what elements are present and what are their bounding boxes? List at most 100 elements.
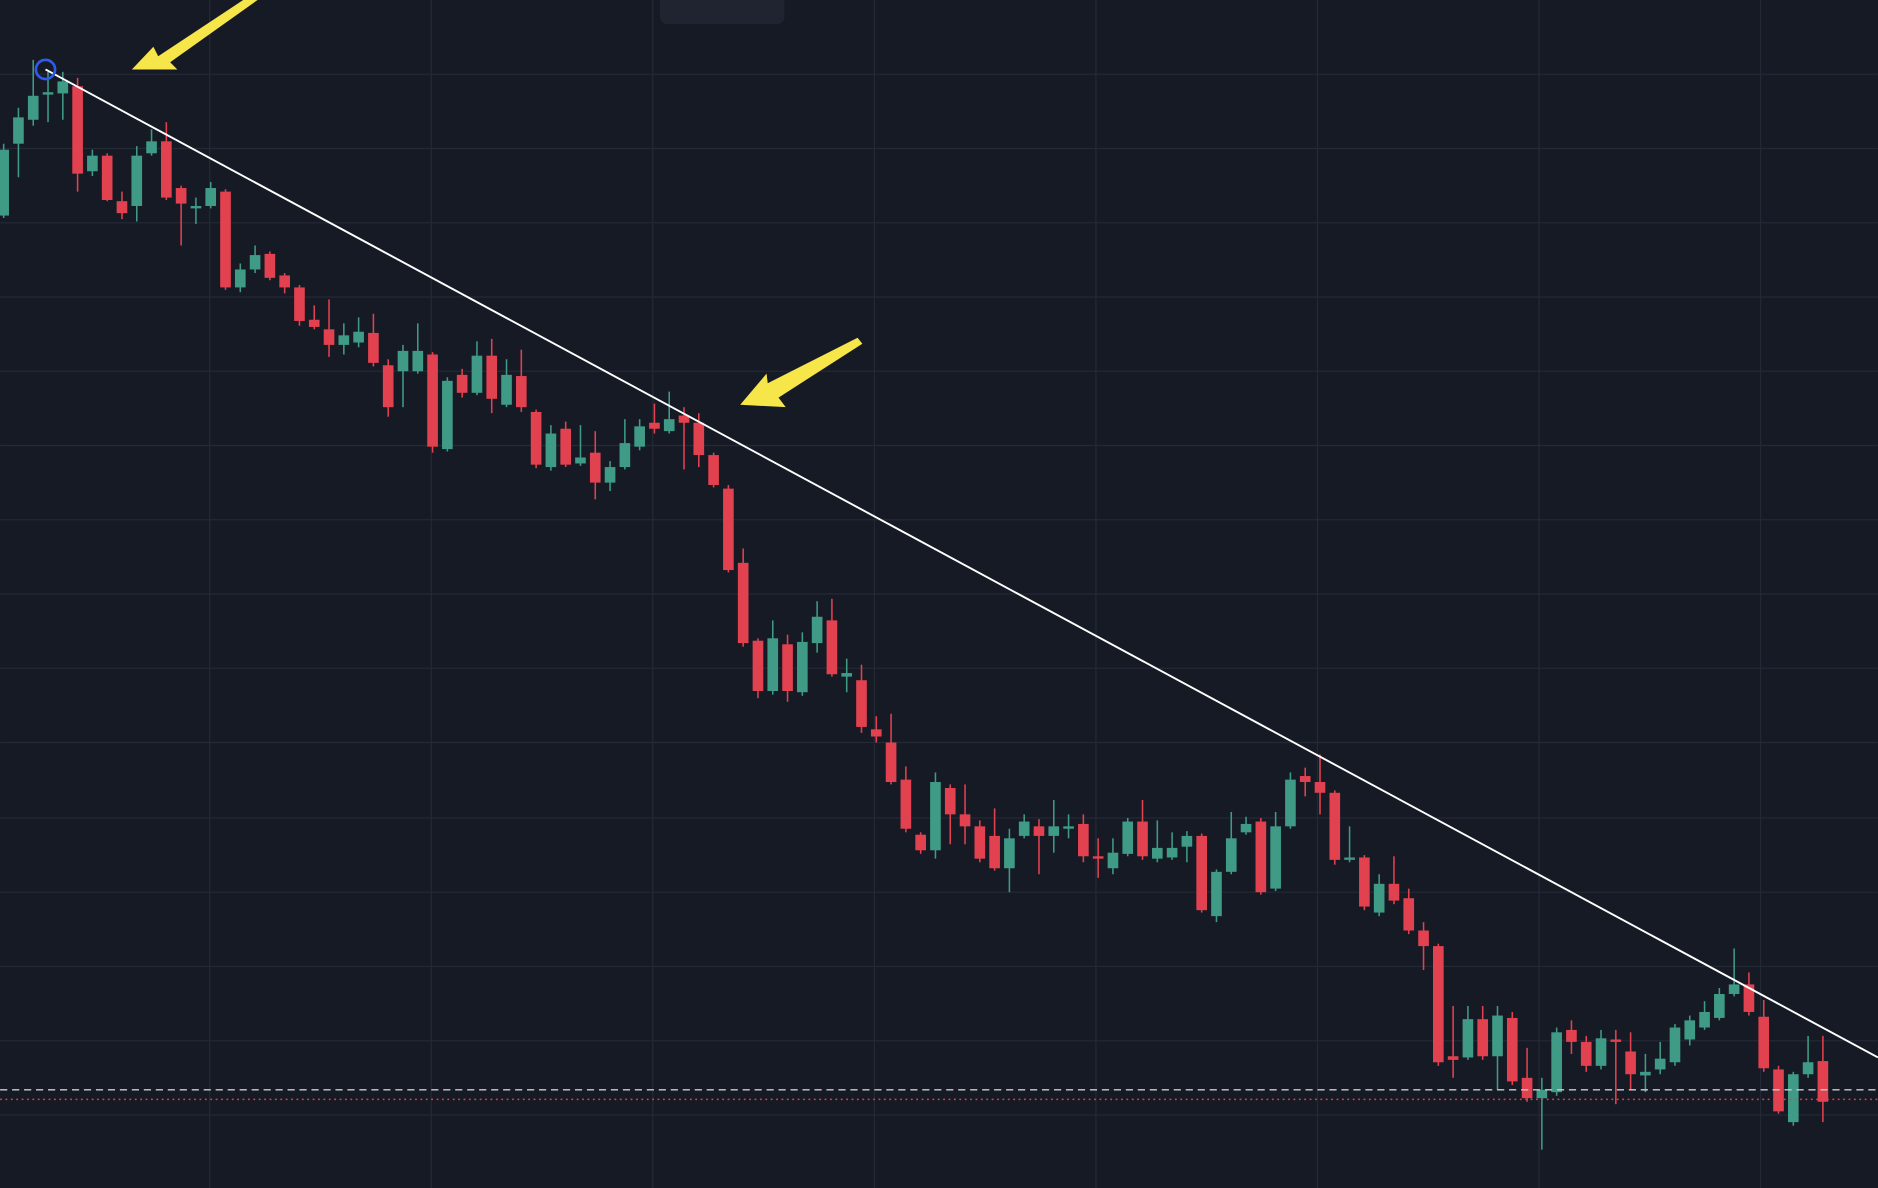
candle-body [1418,930,1429,947]
candle-body [1684,1020,1696,1040]
candle-body [1447,1056,1459,1060]
candle-body [989,835,1000,869]
candle-body [1048,826,1060,836]
candle-body [1536,1089,1548,1099]
candle-body [619,443,631,468]
candle-body [737,562,749,644]
candle-body [1403,898,1415,931]
candle-body [249,255,261,270]
candle-body [1373,883,1385,913]
candle-body [930,782,941,851]
candle-body [1388,883,1400,901]
candle-body [13,117,24,144]
candle-body [131,155,143,206]
arrow-annotation [740,337,863,408]
candle-body [1817,1061,1829,1102]
candle-body [72,86,83,174]
candle-body [1669,1027,1681,1063]
candle-body [146,141,157,154]
candle-body [116,201,128,214]
candle-body [101,155,113,200]
candle-body [1329,792,1341,860]
candle-body [1610,1039,1622,1042]
candle-body [634,426,645,447]
candle-body [841,673,853,677]
candle-body [870,729,882,737]
candle-body [560,428,572,465]
candle-body [1551,1032,1562,1093]
arrow-annotation [131,0,258,70]
candle-body [338,335,350,345]
candle-body [1166,847,1178,858]
candle-body [900,779,912,829]
candle-body [915,834,926,851]
candle-body [767,638,779,692]
candle-body [442,380,453,450]
candle-body [797,641,808,693]
candle-body [161,141,172,198]
candle-body [1196,835,1208,911]
candle-body [1270,826,1281,889]
candle-body [1240,823,1252,833]
candle-body [427,354,438,447]
candle-body [1225,838,1237,872]
candle-body [456,374,468,393]
candle-body [1433,946,1444,1063]
trendline [45,68,1878,1059]
candle-body [944,788,956,815]
candle-body [1787,1074,1799,1123]
candle-body [486,355,498,399]
candle-body [220,191,231,288]
candle-body [1714,993,1725,1018]
candle-body [708,455,719,486]
candle-body [515,376,527,408]
candle-body [589,452,601,483]
candle-body [1181,835,1193,847]
candle-body [530,411,542,465]
candle-body [1595,1038,1607,1066]
candle-body [1211,871,1222,917]
tooltip-box [659,0,785,24]
candle-body [1728,984,1740,994]
candle-body [1314,782,1326,793]
candle-body [1285,779,1296,827]
candle-body [1477,1019,1489,1057]
candle-body [205,188,217,206]
candle-body [1699,1011,1710,1028]
candle-body [1255,821,1267,893]
candle-body [752,640,764,692]
candle-body [1640,1071,1651,1076]
candle-body [1359,857,1370,907]
candle-body [382,365,394,408]
candle-body [782,644,793,692]
candle-body [1566,1029,1577,1042]
candle-body [1092,856,1104,859]
candle-body [412,350,424,372]
candle-body [501,374,512,405]
candle-body [323,329,335,345]
candle-body [678,415,690,423]
candle-body [826,620,838,675]
candle-body [368,332,379,363]
overlay [0,58,1878,1101]
candle-body [1018,821,1030,836]
candle-body [397,350,409,372]
candle-body [1078,823,1089,857]
candle-body [1462,1019,1474,1058]
candle-body [1004,838,1015,869]
candle-body [974,826,986,859]
candle-body [1344,857,1355,860]
candle-body [264,253,276,278]
candle-body [1625,1051,1636,1075]
candle-body [1521,1077,1533,1099]
candle-body [279,275,290,288]
candle-body [190,205,202,209]
candle-body [1299,776,1311,783]
candle-body [1758,1016,1770,1069]
candle-body [1654,1058,1666,1070]
candle-body [723,488,734,571]
candle-body [1122,821,1134,854]
candle-body [175,188,187,204]
